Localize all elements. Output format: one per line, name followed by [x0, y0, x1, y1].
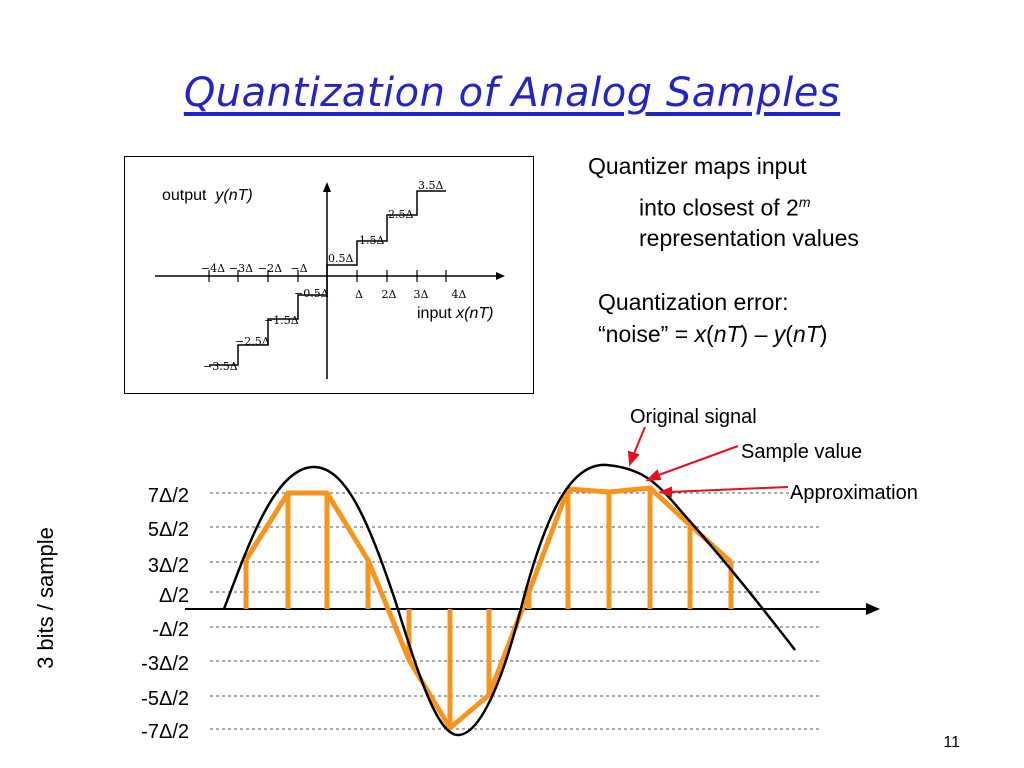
- quantizer-x-arrow: [496, 272, 505, 280]
- exponent-m: m: [798, 194, 811, 210]
- step-level-neg-1.5: −1.5Δ: [264, 314, 299, 327]
- level-label-neg5: -5Δ/2: [141, 688, 189, 710]
- page-number: 11: [943, 734, 960, 751]
- x-tick-pos-4: 4Δ: [452, 288, 467, 301]
- text-block-1-line1: Quantizer maps input: [588, 153, 807, 179]
- level-label-3: 3Δ/2: [147, 555, 189, 577]
- slide-title: Quantization of Analog Samples: [183, 70, 841, 116]
- level-label-1: Δ/2: [158, 585, 189, 607]
- x-tick-pos-3: 3Δ: [414, 288, 429, 301]
- arrow-original: [632, 426, 646, 457]
- annotation-original-signal: Original signal: [630, 406, 757, 428]
- text-block-1-line2: into closest of 2m: [639, 194, 811, 221]
- quantizer-staircase: [209, 190, 446, 366]
- x-tick-pos-1: Δ: [355, 288, 363, 301]
- x-tick-neg-4: −4Δ: [201, 262, 225, 275]
- input-label: input x(nT): [417, 305, 494, 322]
- step-level-neg-2.5: −2.5Δ: [235, 335, 270, 348]
- step-level-2.5: 2.5Δ: [388, 208, 413, 221]
- quantizer-svg: −4Δ −3Δ −2Δ −Δ Δ 2Δ 3Δ 4Δ 0.5Δ 1.5Δ 2.5Δ…: [155, 179, 505, 379]
- arrow-sample: [655, 445, 739, 477]
- text-block-1-line3: representation values: [639, 225, 859, 251]
- step-level-neg-0.5: −0.5Δ: [294, 287, 329, 300]
- step-level-1.5: 1.5Δ: [359, 234, 384, 247]
- text-block-2-line1: Quantization error:: [598, 289, 789, 315]
- level-label-neg3: -3Δ/2: [141, 653, 189, 675]
- level-label-5: 5Δ/2: [147, 519, 189, 541]
- quantizer-x-ticks: [208, 270, 447, 282]
- annotation-sample-value: Sample value: [741, 441, 863, 463]
- approximation-curve: [243, 485, 733, 731]
- input-var: x(nT): [456, 305, 494, 322]
- level-gridlines: [210, 492, 822, 730]
- arrowhead-original: [627, 450, 640, 467]
- annotation-approximation: Approximation: [790, 482, 918, 504]
- quantizer-y-arrow: [323, 182, 331, 192]
- x-tick-neg-1: −Δ: [290, 262, 307, 275]
- bits-per-sample-label: 3 bits / sample: [33, 527, 58, 669]
- level-label-7: 7Δ/2: [147, 485, 189, 507]
- original-signal: [222, 463, 796, 737]
- level-label-neg1: -Δ/2: [152, 619, 189, 641]
- noise-formula: “noise” = x(nT) – y(nT): [598, 321, 828, 347]
- arrowhead-approx: [658, 486, 672, 498]
- arrowhead-sample: [645, 469, 662, 482]
- annotation-arrows: [627, 426, 789, 498]
- x-tick-neg-2: −2Δ: [258, 262, 282, 275]
- time-axis-arrow: [866, 603, 880, 615]
- output-label: output y(nT): [162, 187, 253, 204]
- step-level-0.5: 0.5Δ: [328, 252, 353, 265]
- sample-bars: [243, 488, 734, 728]
- step-level-3.5: 3.5Δ: [418, 179, 443, 192]
- output-var: y(nT): [215, 187, 253, 204]
- level-label-neg7: -7Δ/2: [141, 721, 189, 743]
- x-tick-pos-2: 2Δ: [382, 288, 397, 301]
- quantizer-plot: −4Δ −3Δ −2Δ −Δ Δ 2Δ 3Δ 4Δ 0.5Δ 1.5Δ 2.5Δ…: [124, 156, 534, 394]
- step-level-neg-3.5: −3.5Δ: [203, 360, 238, 373]
- x-tick-neg-3: −3Δ: [229, 262, 253, 275]
- arrow-approx: [669, 486, 789, 493]
